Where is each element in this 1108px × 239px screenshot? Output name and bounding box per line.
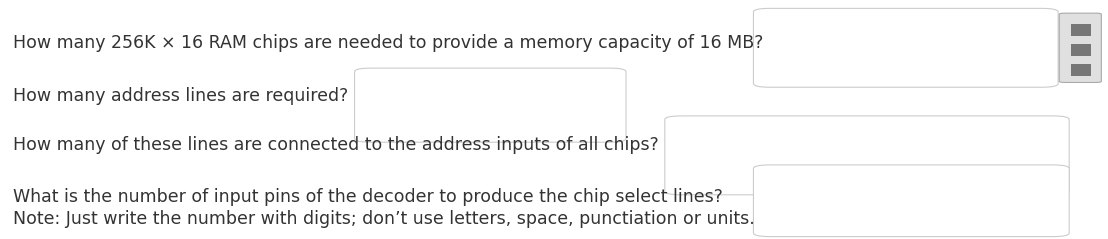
- Text: How many address lines are required?: How many address lines are required?: [13, 87, 349, 105]
- FancyBboxPatch shape: [1071, 44, 1080, 56]
- Text: How many of these lines are connected to the address inputs of all chips?: How many of these lines are connected to…: [13, 136, 659, 154]
- FancyBboxPatch shape: [665, 116, 1069, 195]
- Text: Note: Just write the number with digits; don’t use letters, space, punctiation o: Note: Just write the number with digits;…: [13, 210, 755, 228]
- FancyBboxPatch shape: [1079, 44, 1090, 56]
- FancyBboxPatch shape: [753, 8, 1058, 87]
- Text: How many 256K × 16 RAM chips are needed to provide a memory capacity of 16 MB?: How many 256K × 16 RAM chips are needed …: [13, 34, 763, 52]
- Text: What is the number of input pins of the decoder to produce the chip select lines: What is the number of input pins of the …: [13, 188, 724, 206]
- FancyBboxPatch shape: [1071, 64, 1080, 76]
- FancyBboxPatch shape: [1071, 24, 1080, 36]
- FancyBboxPatch shape: [1079, 64, 1090, 76]
- FancyBboxPatch shape: [1059, 13, 1101, 82]
- FancyBboxPatch shape: [1079, 24, 1090, 36]
- FancyBboxPatch shape: [355, 68, 626, 142]
- FancyBboxPatch shape: [753, 165, 1069, 237]
